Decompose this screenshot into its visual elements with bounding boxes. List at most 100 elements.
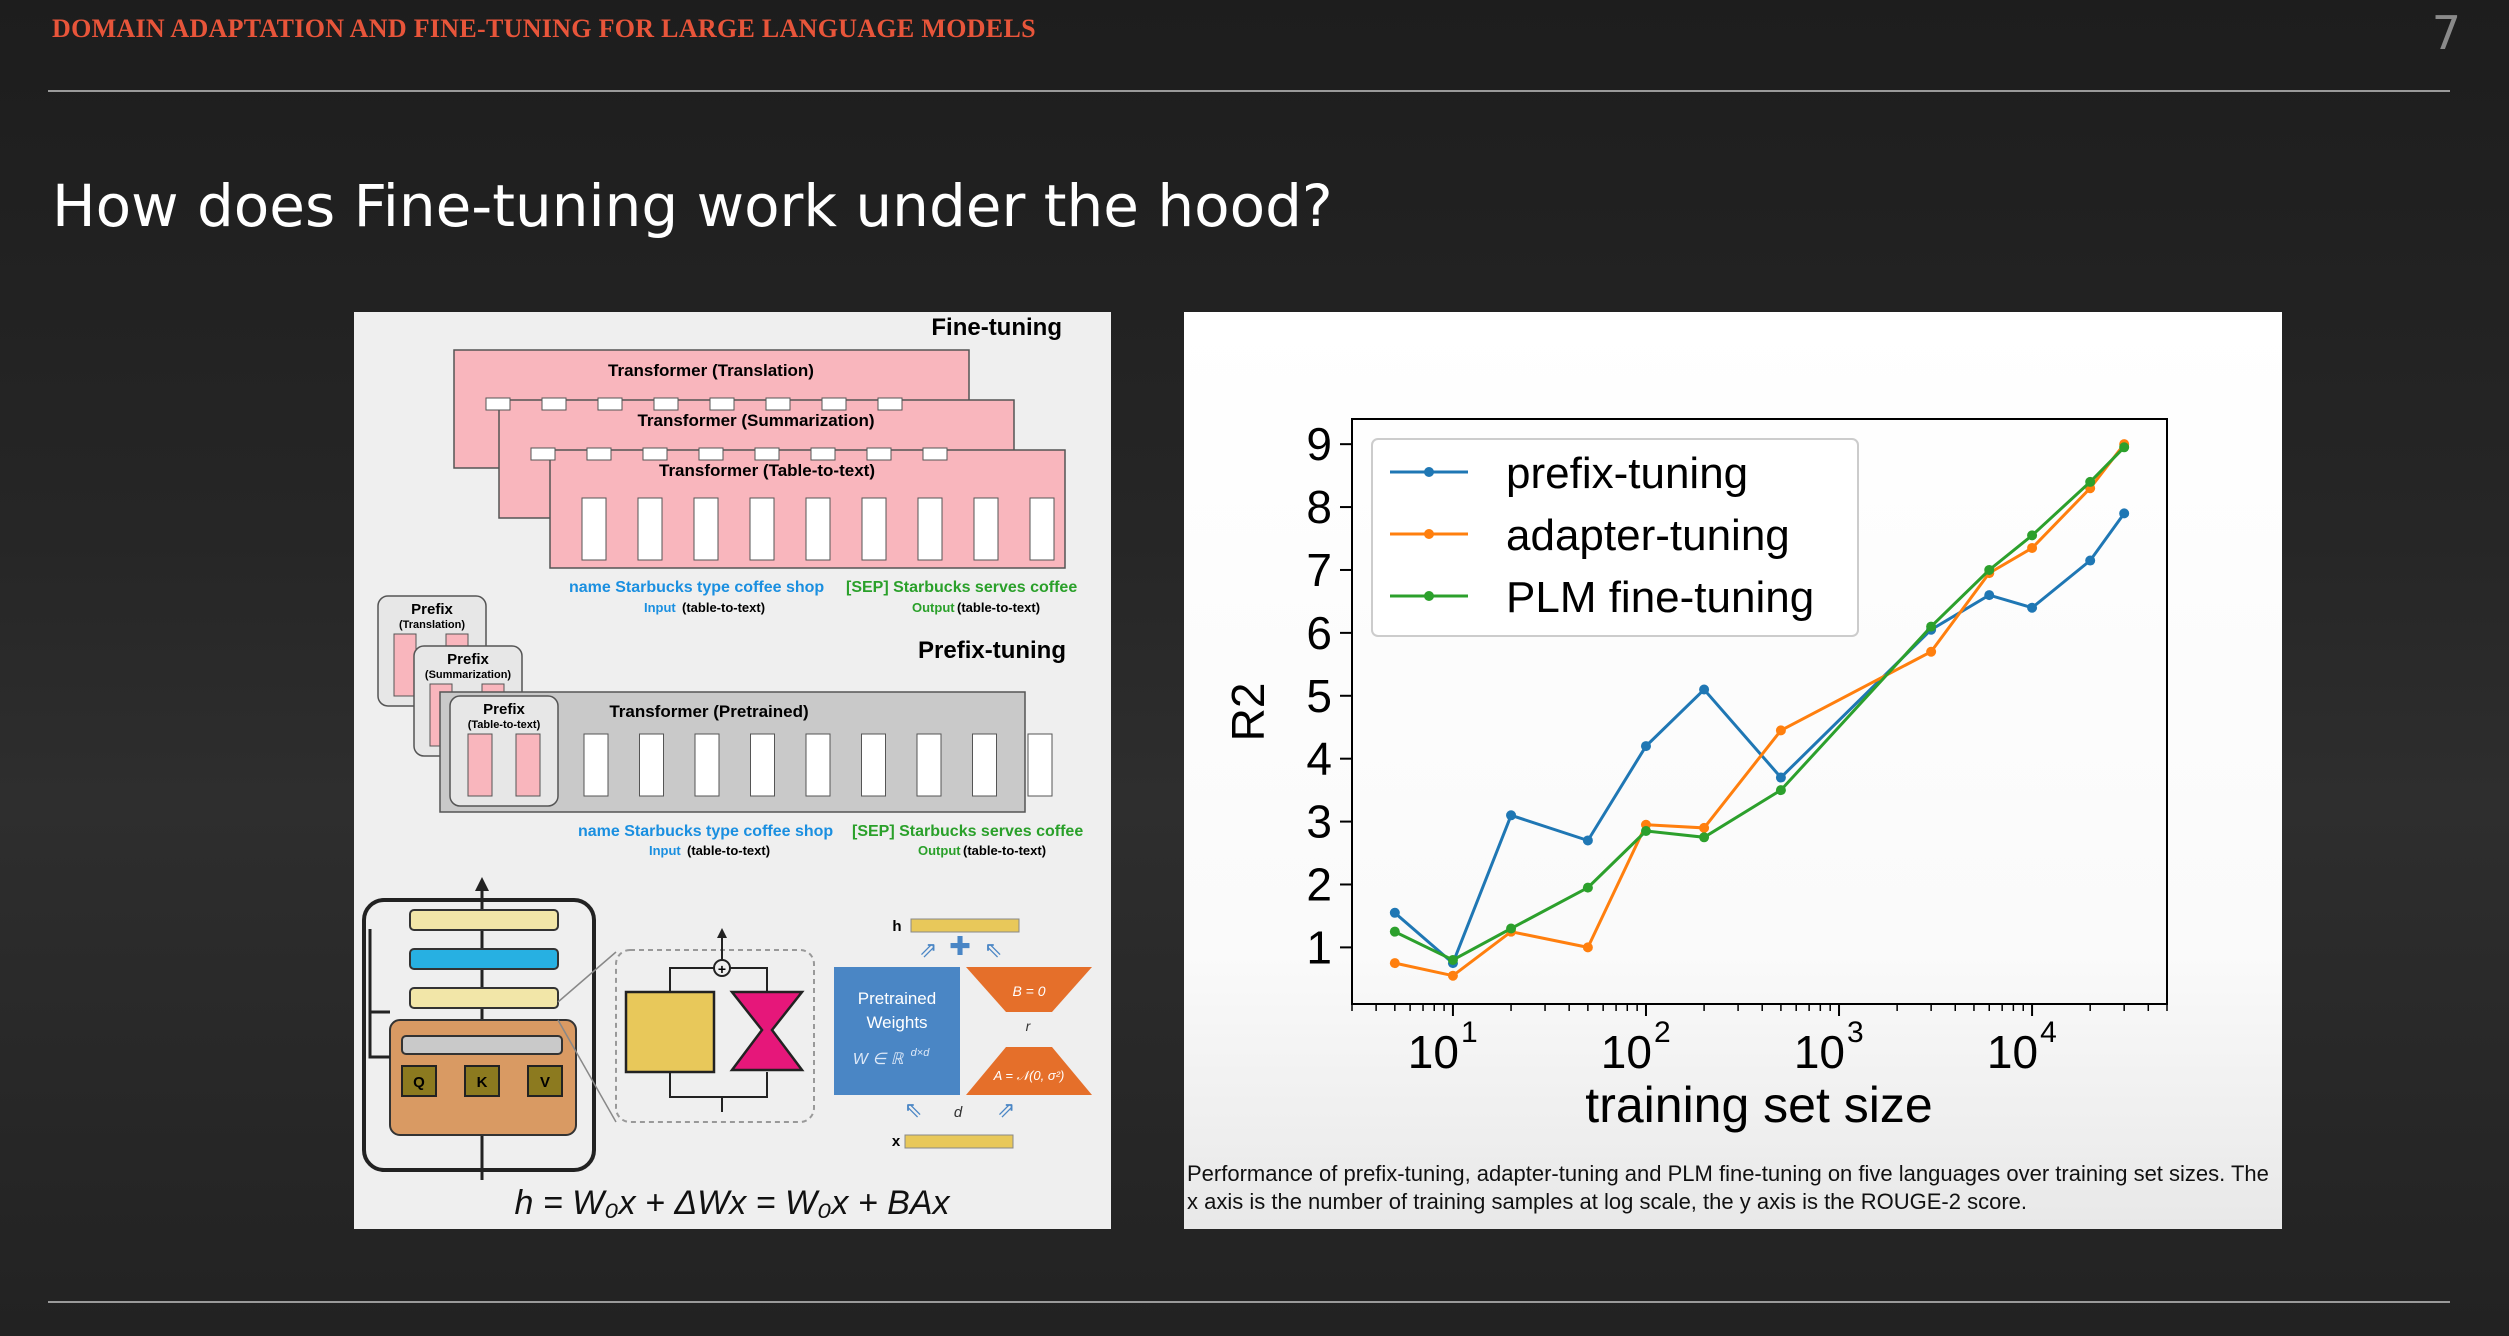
data-point [1389,907,1400,918]
data-point [1699,832,1710,843]
data-point [1640,826,1651,837]
activation-cell [765,397,791,411]
data-point [2119,442,2130,453]
activation-cell [709,397,735,411]
activation-cell [698,447,724,461]
adapter-bottleneck [729,990,805,1072]
y-axis-ticks: 1 2 3 4 5 6 7 8 9 [1306,418,1352,973]
activation-cell [861,497,887,561]
activation-cell [810,447,836,461]
output-tokens-top: [SEP] Starbucks serves coffee [846,579,1077,596]
input-tokens-top: name Starbucks type coffee shop [569,579,824,596]
activation-cell [642,447,668,461]
activation-cell [530,447,556,461]
series-line-plm-fine-tuning [1394,446,2126,962]
data-point [1775,772,1786,783]
layer-norm-block [409,987,559,1009]
x-tick-label: 10 [1794,1026,1845,1078]
data-point [1582,835,1593,846]
activation-cell [861,733,886,797]
data-point [2027,542,2038,553]
value-label: V [540,1074,550,1091]
deck-title: DOMAIN ADAPTATION AND FINE-TUNING FOR LA… [52,14,1036,43]
chart-legend: prefix-tuning adapter-tuning PLM fine-tuni… [1371,438,1859,637]
plot-area [1351,418,2168,1005]
activation-cell [637,497,663,561]
activation-cell [749,497,775,561]
activation-cell [693,497,719,561]
data-point [1775,725,1786,736]
data-point [1926,621,1937,632]
transformer-table-to-text-label: Transformer (Table-to-text) [659,461,875,480]
activation-cell [821,397,847,411]
legend-entry: prefix-tuning [1506,449,1748,498]
x-tick-exponent: 3 [1847,1016,1864,1049]
activation-cell [1027,733,1053,797]
series-layer [1389,439,2130,981]
data-point [2085,476,2096,487]
lora-b-init: B = 0 [1012,983,1045,999]
legend-marker [1424,529,1434,539]
activation-cell [694,733,720,797]
prefix-summarization-sub: (Summarization) [425,669,512,681]
x-tick-label: 10 [1987,1026,2038,1078]
arrow-up-left-icon: ⇖ [984,937,1002,962]
data-point [1582,942,1593,953]
data-point [1582,882,1593,893]
transformer-summarization-label: Transformer (Summarization) [637,411,874,430]
data-point [1640,741,1651,752]
output-label-bottom: Output [918,843,961,858]
prefix-table-to-text-sub: (Table-to-text) [468,719,541,731]
prefix-cell [393,633,417,697]
data-point [2119,508,2130,519]
data-point [1984,564,1995,575]
legend-marker [1424,467,1434,477]
lora-matrix-b [966,967,1092,1012]
prefix-cell [515,733,541,797]
x-tick-label: 10 [1601,1026,1652,1078]
lora-rank-label: r [1026,1018,1032,1034]
output-task-tag-top: (table-to-text) [957,600,1040,615]
slide-title: How does Fine-tuning work under the hood… [52,172,1333,240]
input-label-bottom: Input [649,843,681,858]
header-divider [48,90,2450,92]
data-point [2085,555,2096,566]
x-axis-label: training set size [1585,1077,1932,1133]
fine-tuning-diagram: Fine-tuning Transformer (Translation) Tr… [354,312,1111,1229]
prefix-cell [467,733,493,797]
query-label: Q [413,1074,425,1091]
activation-cell [917,497,943,561]
y-tick-label: 6 [1306,607,1332,659]
arrow-up-left-icon-bottom: ⇖ [904,1097,922,1122]
adapter-projection [624,990,716,1074]
lora-a-init: A = 𝒩(0, σ²) [993,1068,1065,1083]
y-axis-label: R2 [1222,683,1274,742]
data-point [1447,954,1458,965]
x-tick-exponent: 2 [1654,1016,1671,1049]
activation-cell [750,733,775,797]
plus-icon: ✚ [949,931,971,961]
legend-marker [1424,591,1434,601]
activation-cell [805,497,831,561]
weight-dims-label: d×d [911,1047,931,1059]
transformer-pretrained-label: Transformer (Pretrained) [609,702,808,721]
lora-input-x [904,1134,1014,1149]
weight-space-label: W ∈ ℝ [853,1051,905,1068]
chart-caption: Performance of prefix-tuning, adapter-tu… [1187,1161,2269,1214]
lora-output-h [910,918,1020,933]
series-line-adapter-tuning [1394,443,2126,978]
arrow-up-right-icon-bottom: ⇗ [997,1097,1015,1122]
y-tick-label: 1 [1306,921,1332,973]
x-axis-ticks: 10 1 10 2 10 3 10 4 [1351,1004,2168,1078]
data-point [1984,590,1995,601]
data-point [1775,785,1786,796]
legend-entry: PLM fine-tuning [1506,573,1814,622]
activation-cell [485,397,511,411]
data-point [1699,822,1710,833]
lora-x-label: x [892,1133,901,1150]
activation-cell [653,397,679,411]
transformer-translation-label: Transformer (Translation) [608,361,814,380]
y-tick-label: 8 [1306,481,1332,533]
